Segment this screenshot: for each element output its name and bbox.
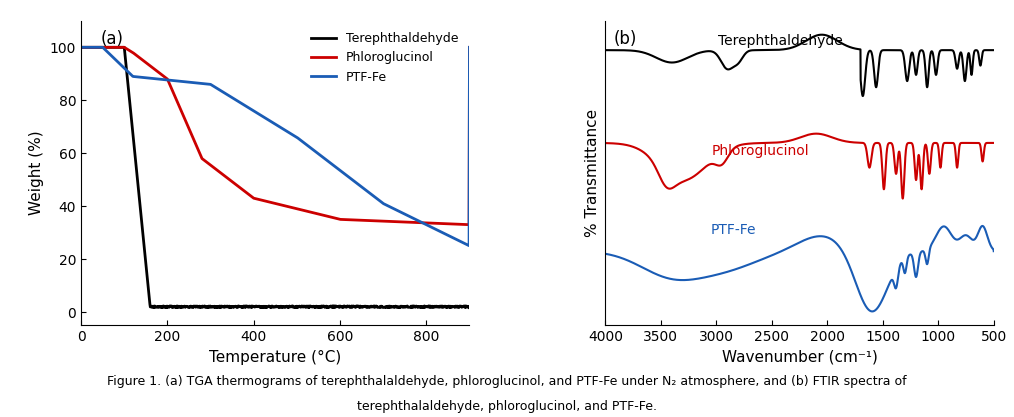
Y-axis label: % Transmittance: % Transmittance xyxy=(585,109,600,237)
Text: PTF-Fe: PTF-Fe xyxy=(711,223,756,237)
Text: Terephthaldehyde: Terephthaldehyde xyxy=(718,34,843,48)
Text: Figure 1. (a) TGA thermograms of terephthalaldehyde, phloroglucinol, and PTF-Fe : Figure 1. (a) TGA thermograms of terepht… xyxy=(107,375,907,388)
Text: (b): (b) xyxy=(613,30,637,48)
Text: terephthalaldehyde, phloroglucinol, and PTF-Fe.: terephthalaldehyde, phloroglucinol, and … xyxy=(357,400,657,413)
Text: (a): (a) xyxy=(100,30,124,48)
X-axis label: Temperature (°C): Temperature (°C) xyxy=(209,350,342,365)
X-axis label: Wavenumber (cm⁻¹): Wavenumber (cm⁻¹) xyxy=(722,350,877,365)
Legend: Terephthaldehyde, Phloroglucinol, PTF-Fe: Terephthaldehyde, Phloroglucinol, PTF-Fe xyxy=(305,27,463,88)
Y-axis label: Weight (%): Weight (%) xyxy=(29,131,45,215)
Text: Phloroglucinol: Phloroglucinol xyxy=(712,144,809,158)
